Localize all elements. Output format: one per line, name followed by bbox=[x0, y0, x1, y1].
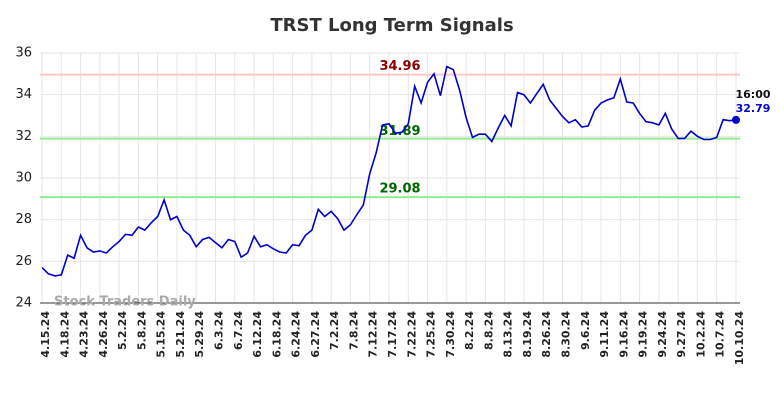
chart-title: TRST Long Term Signals bbox=[270, 15, 513, 36]
y-tick-label: 24 bbox=[15, 296, 32, 311]
watermark: Stock Traders Daily bbox=[54, 295, 196, 310]
x-tick-label: 5.29.24 bbox=[193, 311, 206, 358]
x-tick-label: 7.17.24 bbox=[386, 311, 399, 358]
x-tick-label: 7.25.24 bbox=[425, 311, 438, 358]
x-tick-label: 9.6.24 bbox=[579, 311, 592, 350]
y-tick-label: 34 bbox=[15, 87, 32, 102]
y-tick-label: 28 bbox=[15, 212, 32, 227]
signal-label: 29.08 bbox=[379, 182, 420, 197]
y-tick-label: 36 bbox=[15, 46, 32, 61]
x-tick-label: 5.15.24 bbox=[155, 311, 168, 358]
x-tick-label: 4.23.24 bbox=[78, 311, 91, 358]
x-tick-label: 8.8.24 bbox=[482, 311, 495, 350]
x-tick-label: 6.3.24 bbox=[213, 311, 226, 350]
x-tick-label: 8.30.24 bbox=[560, 311, 573, 358]
y-tick-label: 30 bbox=[15, 171, 32, 186]
x-tick-label: 6.12.24 bbox=[251, 311, 264, 358]
x-tick-label: 6.7.24 bbox=[232, 311, 245, 350]
signal-label: 34.96 bbox=[379, 59, 420, 74]
last-value-label: 32.79 bbox=[736, 102, 771, 115]
x-tick-label: 9.16.24 bbox=[617, 311, 630, 358]
y-tick-label: 32 bbox=[15, 129, 32, 144]
y-tick-label: 26 bbox=[15, 254, 32, 269]
x-tick-label: 10.10.24 bbox=[733, 311, 746, 366]
x-tick-label: 8.2.24 bbox=[463, 311, 476, 350]
x-tick-label: 8.13.24 bbox=[502, 311, 515, 358]
x-tick-label: 8.19.24 bbox=[521, 311, 534, 358]
x-tick-label: 5.8.24 bbox=[135, 311, 148, 350]
signal-label: 31.89 bbox=[379, 124, 420, 139]
x-tick-label: 9.24.24 bbox=[656, 311, 669, 358]
x-tick-label: 9.19.24 bbox=[637, 311, 650, 358]
x-tick-label: 7.12.24 bbox=[367, 311, 380, 358]
x-tick-label: 7.2.24 bbox=[328, 311, 341, 350]
last-time-label: 16:00 bbox=[735, 88, 770, 101]
x-tick-label: 9.27.24 bbox=[675, 311, 688, 358]
price-line bbox=[41, 65, 737, 277]
x-tick-label: 7.22.24 bbox=[405, 311, 418, 358]
x-tick-label: 10.7.24 bbox=[714, 311, 727, 358]
x-tick-label: 4.15.24 bbox=[39, 311, 52, 358]
x-tick-label: 5.2.24 bbox=[116, 311, 129, 350]
x-tick-label: 7.30.24 bbox=[444, 311, 457, 358]
x-tick-label: 6.27.24 bbox=[309, 311, 322, 358]
last-point bbox=[732, 115, 740, 124]
x-tick-label: 6.24.24 bbox=[290, 311, 303, 358]
x-tick-label: 10.2.24 bbox=[694, 311, 707, 358]
x-tick-label: 7.8.24 bbox=[347, 311, 360, 350]
x-tick-label: 9.11.24 bbox=[598, 311, 611, 358]
x-tick-label: 8.26.24 bbox=[540, 311, 553, 358]
x-tick-label: 6.18.24 bbox=[270, 311, 283, 358]
x-tick-label: 4.18.24 bbox=[58, 311, 71, 358]
x-tick-label: 4.26.24 bbox=[97, 311, 110, 358]
x-tick-label: 5.21.24 bbox=[174, 311, 187, 358]
